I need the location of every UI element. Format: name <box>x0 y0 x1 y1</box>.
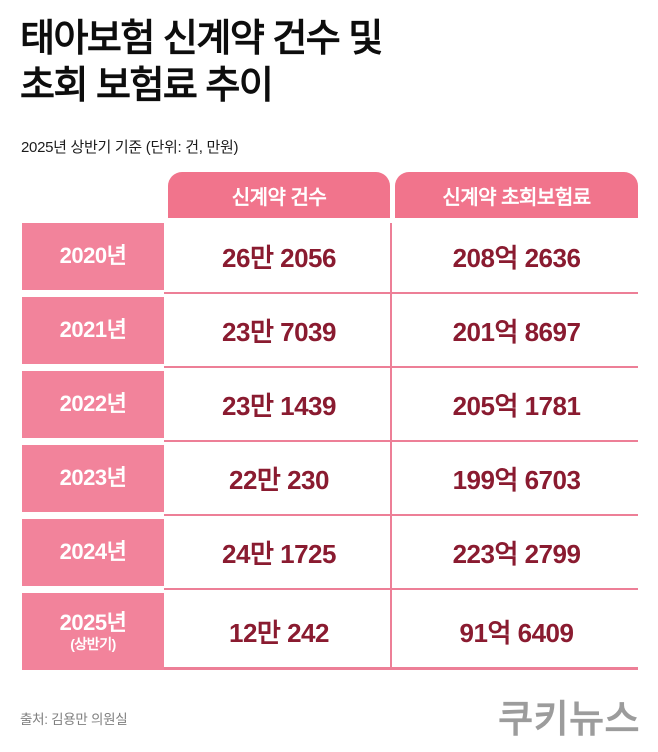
year-label: 2024년 <box>59 539 127 565</box>
value-cell-premium: 208억 2636 <box>452 243 581 273</box>
value-cell-contracts: 22만 230 <box>229 465 329 495</box>
value-cell-premium: 199억 6703 <box>452 465 581 495</box>
year-cell: 2020년 <box>22 223 164 290</box>
year-label: 2021년 <box>59 317 127 343</box>
kukinews-logo: 쿠키뉴스 <box>498 699 640 741</box>
title-line1-rest: 신계약 건수 및 <box>153 18 383 60</box>
value-cell-premium: 223억 2799 <box>452 539 581 569</box>
row-separator-line <box>164 514 638 516</box>
title-line2: 초회 보험료 추이 <box>20 65 274 108</box>
data-table: 신계약 건수 신계약 초회보험료 2020년 26만 2056 208억 263… <box>0 172 658 672</box>
value-cell-premium: 91억 6409 <box>459 618 574 648</box>
source-credit: 출처: 김용만 의원실 <box>20 712 128 727</box>
row-separator-line <box>164 292 638 294</box>
table-bottom-line <box>164 667 638 670</box>
row-separator-line <box>164 440 638 442</box>
value-cell-contracts: 23만 7039 <box>222 317 336 347</box>
value-cell-contracts: 26만 2056 <box>222 243 336 273</box>
year-note: (상반기) <box>70 635 116 652</box>
row-separator-line <box>164 366 638 368</box>
year-cell: 2023년 <box>22 445 164 512</box>
year-cell: 2021년 <box>22 297 164 364</box>
row-separator-line <box>164 588 638 590</box>
value-cell-contracts: 23만 1439 <box>222 391 336 421</box>
value-cell-contracts: 24만 1725 <box>222 539 336 569</box>
year-cell: 2024년 <box>22 519 164 586</box>
value-cell-premium: 201억 8697 <box>452 317 581 347</box>
value-cell-premium: 205억 1781 <box>452 391 581 421</box>
column-header-new-contracts: 신계약 건수 <box>168 172 390 218</box>
column-header-initial-premium: 신계약 초회보험료 <box>395 172 638 218</box>
value-cell-contracts: 12만 242 <box>229 618 329 648</box>
year-cell: 2022년 <box>22 371 164 438</box>
year-label: 2020년 <box>59 243 127 269</box>
year-label: 2023년 <box>59 465 127 491</box>
title-highlight: 태아보험 <box>20 18 155 60</box>
year-label: 2022년 <box>59 391 127 417</box>
year-cell: 2025년 (상반기) <box>22 593 164 670</box>
column-divider-line <box>390 223 392 670</box>
subtitle-basis-units: 2025년 상반기 기준 (단위: 건, 만원) <box>21 139 239 156</box>
year-label: 2025년 <box>59 609 127 635</box>
